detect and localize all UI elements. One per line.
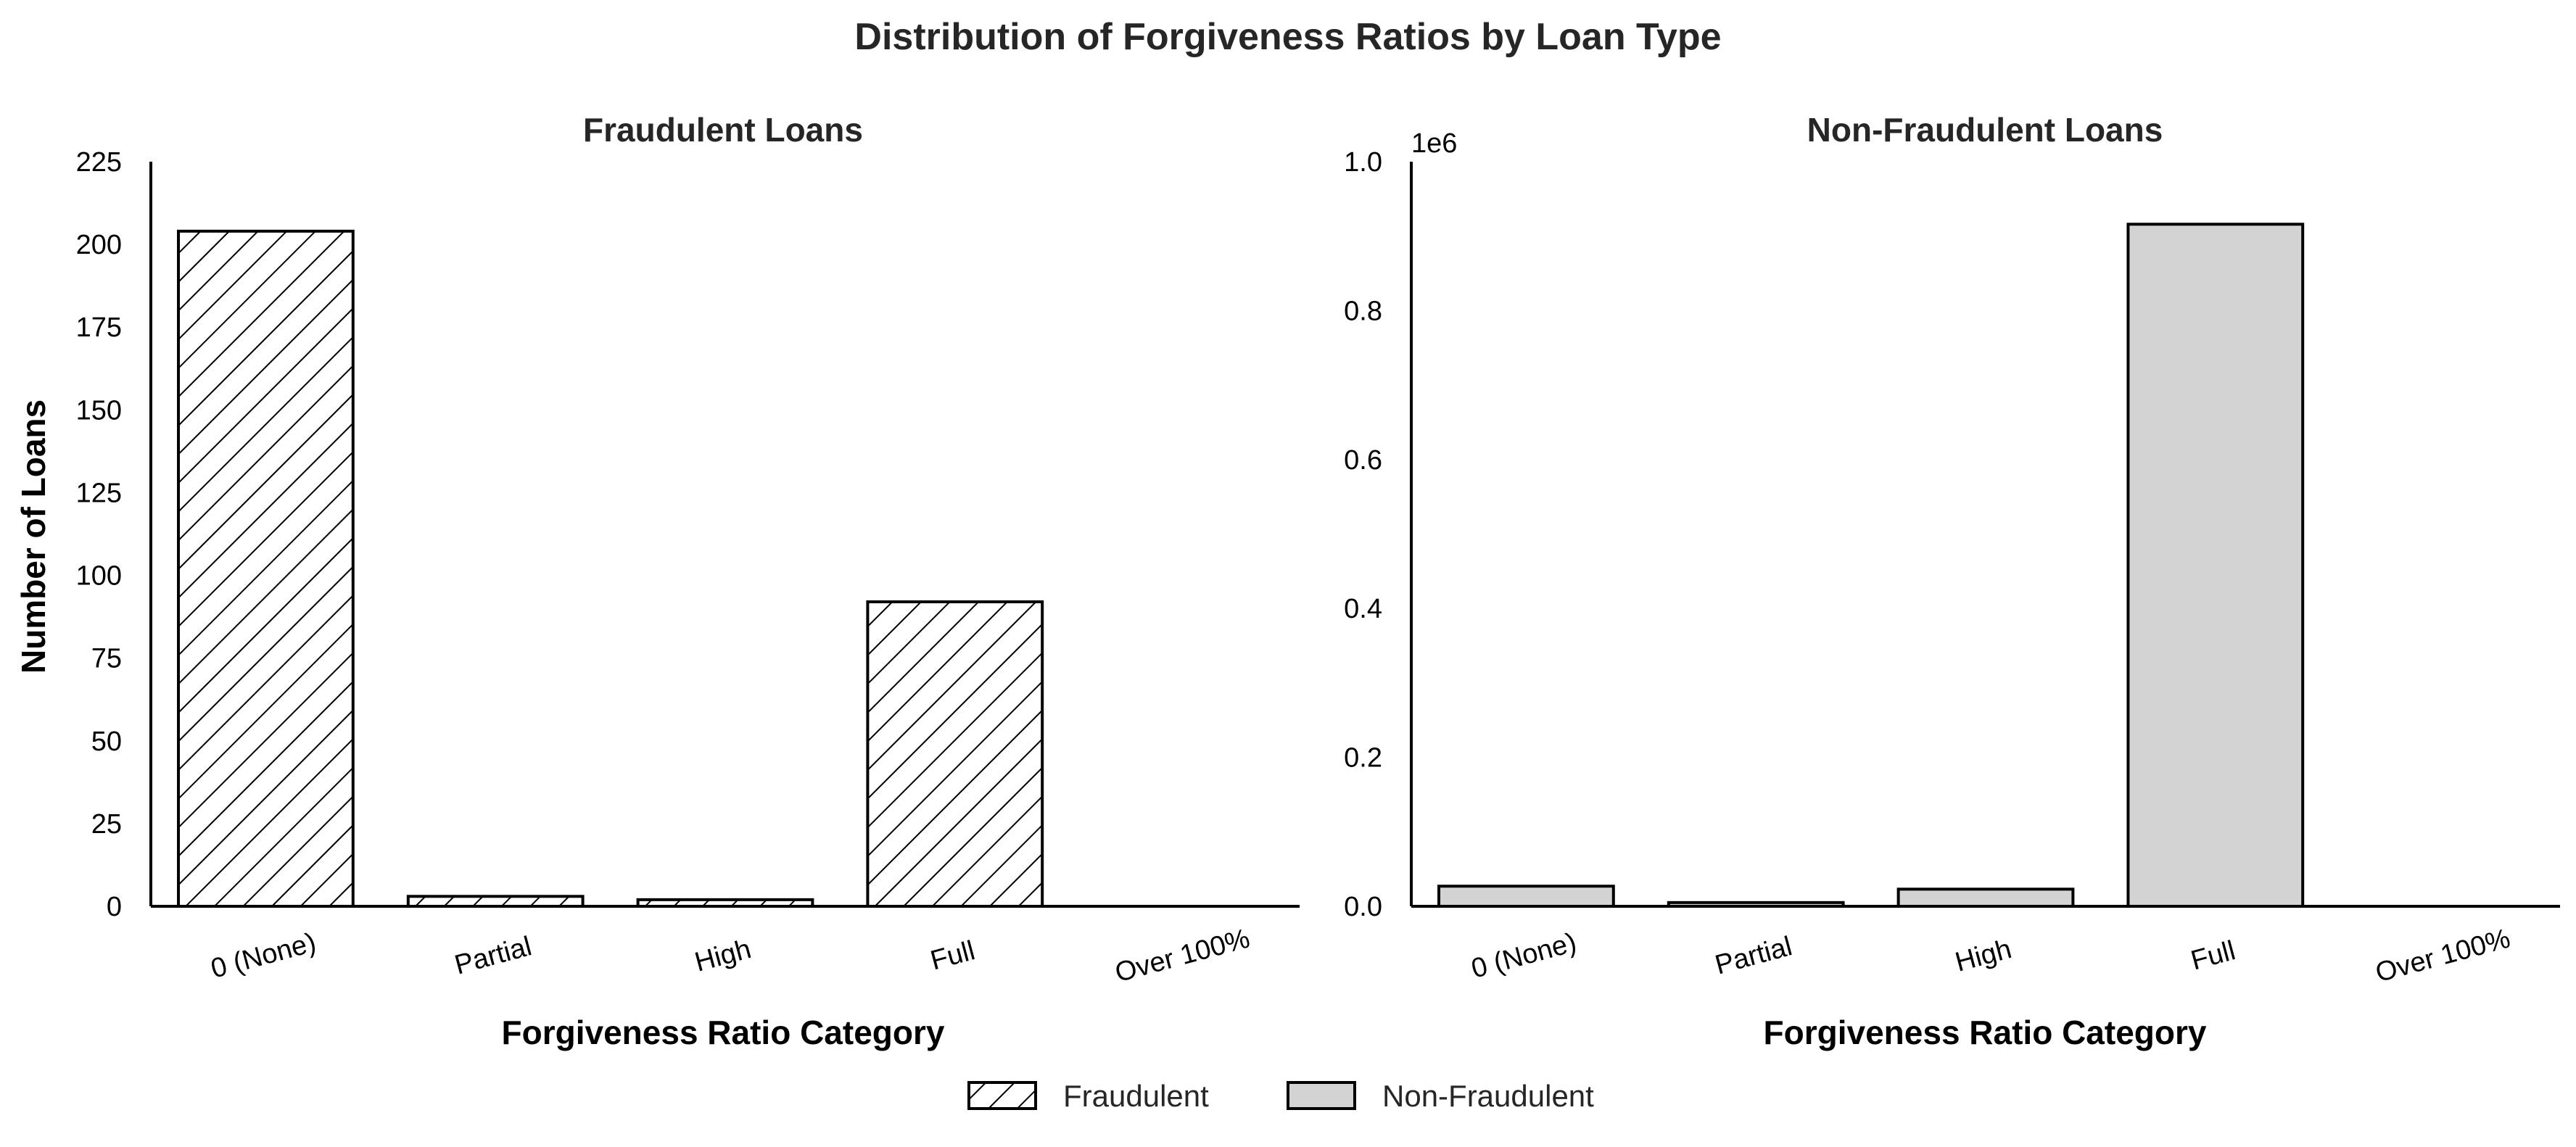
non-fraudulent-y-tick-label: 0.8: [1344, 296, 1382, 326]
non-fraudulent-x-tick-label: Over 100%: [2372, 924, 2513, 989]
legend-swatch-non-fraudulent: [1287, 1081, 1356, 1110]
fraudulent-x-axis-label: Forgiveness Ratio Category: [502, 1014, 945, 1051]
non-fraudulent-x-tick-label: Full: [2188, 935, 2239, 976]
fraudulent-x-tick-label: Full: [928, 935, 978, 976]
non-fraudulent-y-tick-label: 0.4: [1344, 594, 1382, 624]
non-fraudulent-bar-3: [2126, 223, 2305, 908]
non-fraudulent-panel: Non-Fraudulent Loans 1e6 Forgiveness Rat…: [1344, 111, 2560, 1051]
legend-label-non-fraudulent: Non-Fraudulent: [1382, 1079, 1594, 1113]
fraudulent-x-tick-label: High: [692, 934, 754, 978]
non-fraudulent-panel-title: Non-Fraudulent Loans: [1807, 111, 2163, 149]
non-fraudulent-x-tick-label: Partial: [1712, 931, 1796, 980]
fraudulent-y-tick-label: 75: [91, 644, 122, 674]
fraudulent-panel: Fraudulent Loans Number of Loans Forgive…: [15, 111, 1300, 1051]
fraudulent-y-tick-label: 225: [76, 147, 122, 178]
fraudulent-y-tick-label: 125: [76, 478, 122, 508]
legend-swatch-fraudulent: [967, 1081, 1037, 1110]
fraudulent-bar-3: [866, 600, 1044, 908]
chart-title: Distribution of Forgiveness Ratios by Lo…: [854, 16, 1721, 58]
fraudulent-x-tick-label: Partial: [452, 931, 535, 980]
non-fraudulent-x-tick-label: High: [1952, 934, 2015, 978]
fraudulent-panel-title: Fraudulent Loans: [583, 111, 863, 149]
legend-label-fraudulent: Fraudulent: [1063, 1079, 1209, 1113]
non-fraudulent-y-tick-label: 0.2: [1344, 743, 1382, 774]
non-fraudulent-y-tick-label: 0.0: [1344, 892, 1382, 922]
non-fraudulent-y-tick-label: 0.6: [1344, 445, 1382, 476]
fraudulent-y-tick-label: 150: [76, 395, 122, 426]
fraudulent-y-axis-label: Number of Loans: [15, 399, 52, 674]
non-fraudulent-scale-label: 1e6: [1411, 128, 1457, 159]
fraudulent-y-tick-label: 25: [91, 809, 122, 840]
fraudulent-y-tick-label: 175: [76, 312, 122, 343]
fraudulent-y-tick-label: 200: [76, 230, 122, 260]
non-fraudulent-x-tick-label: 0 (None): [1468, 927, 1580, 985]
fraudulent-bar-1: [406, 895, 585, 908]
legend: Fraudulent Non-Fraudulent: [967, 1079, 1594, 1113]
fraudulent-y-tick-label: 0: [107, 892, 122, 922]
non-fraudulent-bar-0: [1437, 885, 1615, 908]
fraudulent-x-tick-label: 0 (None): [207, 927, 319, 985]
non-fraudulent-y-tick-label: 1.0: [1344, 147, 1382, 178]
non-fraudulent-bar-2: [1896, 887, 2075, 908]
fraudulent-x-tick-label: Over 100%: [1112, 924, 1252, 989]
non-fraudulent-x-axis-label: Forgiveness Ratio Category: [1764, 1014, 2207, 1051]
fraudulent-y-tick-label: 50: [91, 726, 122, 757]
fraudulent-y-tick-label: 100: [76, 561, 122, 592]
fraudulent-bar-0: [177, 229, 355, 908]
